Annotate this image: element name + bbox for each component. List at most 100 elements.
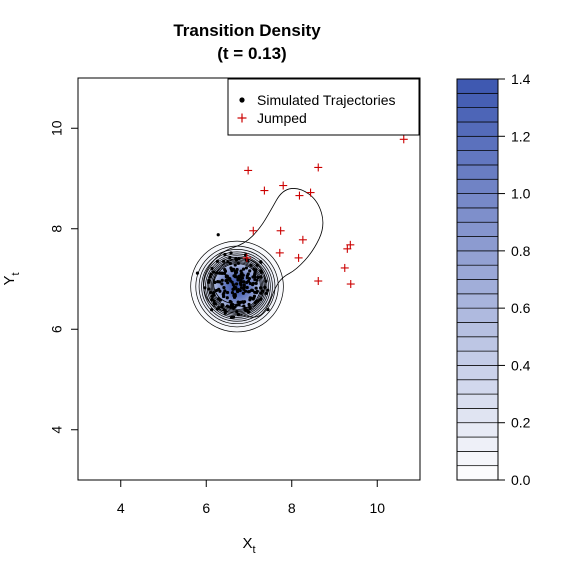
colorbar-band (456, 465, 499, 481)
y-axis: 4 6 8 10 (49, 120, 78, 434)
trajectory-point (214, 271, 219, 275)
trajectory-point (241, 300, 245, 304)
trajectory-point (233, 263, 237, 267)
colorbar-band (456, 221, 499, 237)
trajectory-point (222, 271, 227, 275)
jumped-point (249, 226, 258, 235)
colorbar-band (456, 451, 499, 467)
trajectory-point (259, 269, 263, 273)
jumped-point (276, 226, 285, 235)
trajectory-point (229, 315, 234, 320)
legend-label-jumped: Jumped (257, 110, 307, 126)
trajectory-point (216, 297, 221, 301)
trajectory-point (245, 285, 249, 290)
trajectory-point (212, 301, 217, 305)
colorbar-band (456, 78, 499, 94)
trajectory-point (243, 307, 247, 311)
trajectory-point (237, 274, 241, 278)
colorbar-band (456, 250, 499, 266)
trajectory-point (252, 273, 257, 277)
trajectory-point (225, 304, 229, 308)
trajectory-point (217, 306, 221, 310)
colorbar-band (456, 365, 499, 381)
y-tick-label: 10 (49, 120, 65, 136)
jumped-point (346, 280, 355, 289)
trajectory-point (242, 285, 246, 290)
chart-subtitle: (t = 0.13) (217, 44, 286, 63)
jumped-point (306, 188, 315, 197)
y-tick-label: 4 (49, 426, 65, 434)
trajectory-point (244, 266, 249, 270)
trajectory-point (241, 291, 245, 295)
jumped-point (340, 263, 349, 272)
colorbar-band (456, 436, 499, 452)
trajectory-point (235, 282, 239, 286)
trajectory-point (238, 281, 242, 285)
chart-title: Transition Density (173, 21, 321, 40)
colorbar-tick-label: 1.2 (511, 128, 531, 144)
trajectory-point (224, 278, 228, 283)
legend: Simulated Trajectories Jumped (227, 78, 420, 136)
trajectory-point (220, 282, 224, 286)
y-tick-label: 8 (49, 225, 65, 233)
trajectory-point (223, 311, 227, 315)
colorbar-band (456, 236, 499, 252)
trajectory-point (235, 309, 239, 314)
trajectory-point (226, 260, 230, 264)
jumped-point (298, 235, 307, 244)
trajectory-point (225, 274, 229, 278)
jumped-point (343, 244, 352, 253)
colorbar-band (456, 92, 499, 108)
trajectory-point (209, 272, 213, 276)
trajectory-point (236, 300, 240, 304)
colorbar-band (456, 350, 499, 366)
colorbar-tick-label: 0.6 (511, 300, 531, 316)
trajectory-point (266, 308, 270, 312)
colorbar-band (456, 121, 499, 137)
colorbar-band (456, 164, 499, 180)
trajectory-point (216, 280, 220, 284)
trajectory-point (209, 308, 214, 312)
trajectory-point (218, 289, 222, 293)
y-axis-label: Yt (1, 272, 22, 285)
trajectory-point (240, 276, 245, 280)
trajectory-point (255, 263, 259, 267)
trajectory-point (255, 289, 259, 293)
trajectory-point (250, 288, 254, 292)
trajectory-point (219, 271, 223, 275)
jumped-point (346, 240, 355, 249)
colorbar-band (456, 135, 499, 151)
trajectory-point (231, 287, 235, 291)
trajectory-point (231, 306, 236, 310)
trajectory-point (203, 286, 207, 290)
legend-dot-marker (239, 97, 245, 103)
trajectory-point (256, 275, 260, 280)
trajectory-point (234, 258, 238, 262)
trajectory-point (237, 303, 241, 307)
colorbar-band (456, 307, 499, 323)
colorbar-band (456, 293, 499, 309)
trajectory-point (222, 285, 226, 290)
trajectory-point (210, 266, 214, 271)
colorbar-tick-label: 0.8 (511, 243, 531, 259)
trajectory-point (259, 260, 263, 264)
colorbar-band (456, 107, 499, 123)
trajectory-point (246, 279, 251, 283)
trajectory-point (252, 267, 256, 271)
jumped-point (260, 186, 269, 195)
colorbar-tick-label: 1.0 (511, 186, 531, 202)
jumped-point (275, 248, 284, 257)
trajectory-point (229, 251, 233, 255)
colorbar-band (456, 207, 499, 223)
colorbar-band (456, 178, 499, 194)
jumped-point (242, 253, 251, 262)
trajectory-point (208, 275, 212, 279)
colorbar-tick-label: 1.4 (511, 71, 531, 87)
trajectory-point (248, 306, 252, 311)
trajectory-point (253, 290, 257, 294)
colorbar-tick-label: 0.4 (511, 357, 531, 373)
trajectory-point (237, 257, 241, 261)
trajectory-point (241, 267, 246, 271)
trajectory-point (236, 288, 241, 292)
jumped-point (314, 163, 323, 172)
